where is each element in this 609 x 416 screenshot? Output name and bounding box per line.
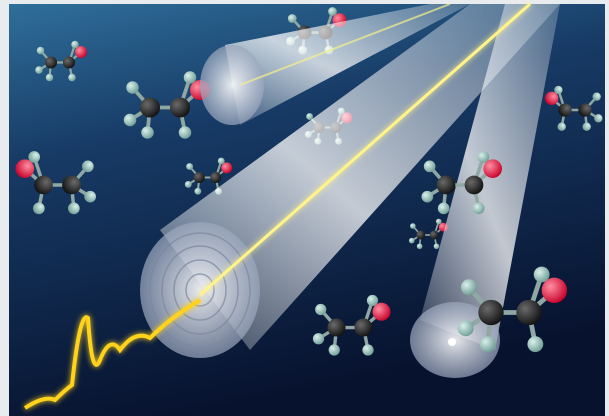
laser-pulse	[23, 298, 202, 410]
tube	[160, 4, 560, 350]
light-beam	[199, 2, 531, 297]
tube	[225, 4, 470, 125]
highlight	[448, 338, 456, 346]
tube-face	[140, 222, 260, 358]
rings	[149, 232, 251, 348]
tube-face	[200, 45, 264, 125]
light-beam	[239, 3, 451, 86]
